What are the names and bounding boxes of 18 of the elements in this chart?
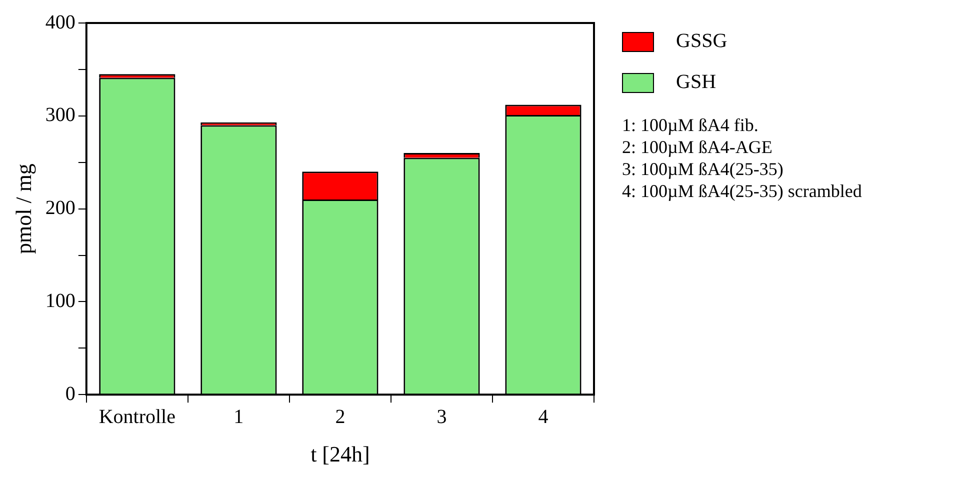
x-tick-label: Kontrolle bbox=[98, 406, 176, 428]
y-tick-label: 200 bbox=[45, 197, 76, 220]
text: GSH bbox=[676, 71, 716, 94]
text: 2: 100µM ßA4-AGE bbox=[622, 136, 774, 158]
text: 4: 100µM ßA4(25-35) scrambled bbox=[622, 180, 862, 202]
x-tick-label: 3 bbox=[436, 406, 447, 428]
x-tick-label: 4 bbox=[538, 406, 548, 428]
x-tick-label: 2 bbox=[335, 406, 346, 428]
x-tick-label: 1 bbox=[234, 406, 244, 428]
y-tick-label: 100 bbox=[45, 290, 76, 312]
x-axis-title: t [24h] bbox=[310, 442, 370, 467]
legend-label: GSSG bbox=[676, 30, 728, 53]
text: 1: 100µM ßA4 fib. bbox=[622, 114, 760, 136]
y-tick-label: 300 bbox=[45, 104, 76, 126]
y-axis-title: pmol / mg bbox=[10, 164, 36, 254]
y-tick-label: 0 bbox=[65, 382, 76, 405]
text: 3: 100µM ßA4(25-35) bbox=[622, 158, 784, 180]
y-tick-label: 400 bbox=[45, 11, 76, 34]
